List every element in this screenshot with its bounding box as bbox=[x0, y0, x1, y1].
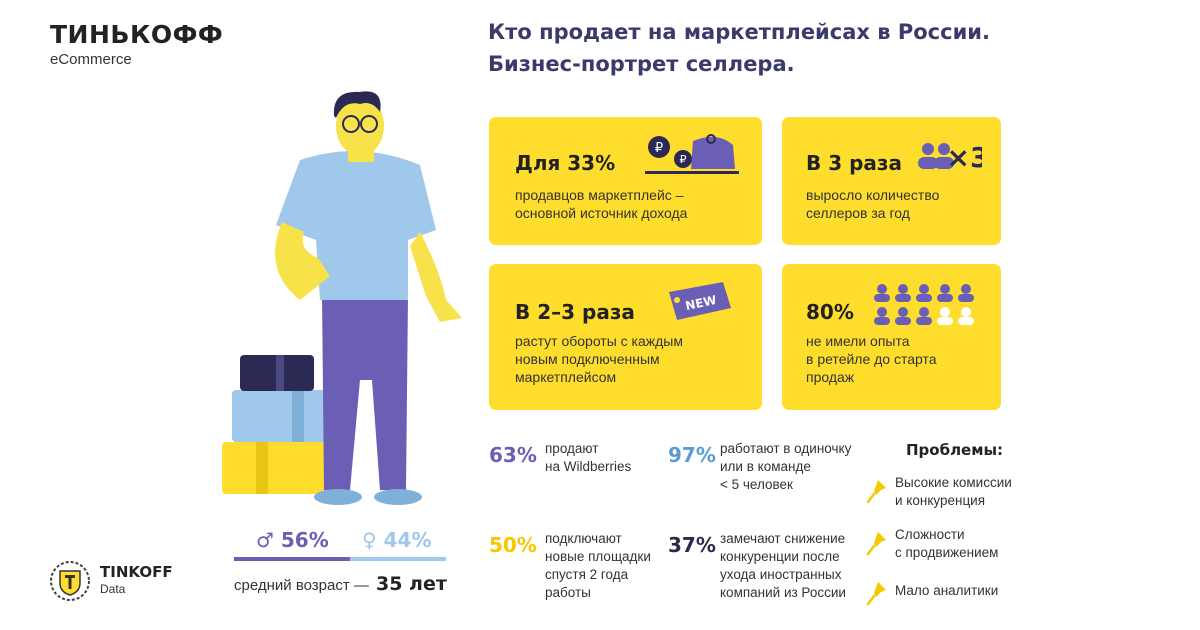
card-no-retail-experience: 80% не имели опыта в ретейле до старта п… bbox=[782, 264, 1001, 410]
card-text: растут обороты с каждым новым подключенн… bbox=[515, 333, 683, 385]
seller-illustration bbox=[222, 91, 462, 505]
brand-name: ТИНЬКОФФ bbox=[50, 20, 224, 49]
card-income-source: Для 33% продавцов маркетплейс – основной… bbox=[489, 117, 762, 245]
card-text: не имели опыта в ретейле до старта прода… bbox=[806, 333, 937, 385]
stat-new-platforms-value: 50% bbox=[489, 533, 537, 557]
problem-item: Сложности с продвижением bbox=[895, 527, 999, 560]
people-grid-icon bbox=[874, 284, 974, 325]
title-line-2: Бизнес-портрет селлера. bbox=[488, 52, 795, 76]
new-tag-icon: NEW bbox=[669, 282, 731, 320]
page-title: Кто продает на маркетплейсах в России. Б… bbox=[488, 16, 1048, 80]
svg-text:₽: ₽ bbox=[655, 141, 663, 156]
footer-logo-name: TINKOFF bbox=[100, 563, 173, 581]
card-title: 80% bbox=[806, 300, 854, 324]
stat-new-platforms-text: подключают новые площадки спустя 2 года … bbox=[545, 531, 651, 600]
age-value: 35 лет bbox=[376, 573, 447, 595]
card-text: продавцов маркетплейс – основной источни… bbox=[515, 187, 688, 221]
title-line-1: Кто продает на маркетплейсах в России. bbox=[488, 20, 990, 44]
svg-text:₽: ₽ bbox=[680, 153, 687, 166]
card-title: В 3 раза bbox=[806, 151, 903, 175]
stat-wildberries-text: продают на Wildberries bbox=[545, 441, 632, 474]
card-sellers-growth: В 3 раза выросло количество селлеров за … bbox=[782, 117, 1001, 245]
boxes-stack-icon bbox=[222, 355, 328, 494]
svg-text:×3: ×3 bbox=[947, 141, 982, 174]
problem-item: Высокие комиссии и конкуренция bbox=[895, 475, 1012, 508]
brand-logo: ТИНЬКОФФ eCommerce bbox=[50, 20, 223, 68]
tinkoff-shield-icon bbox=[50, 561, 90, 601]
card-title: Для 33% bbox=[515, 151, 616, 175]
footer-logo-sub: Data bbox=[100, 582, 126, 596]
wallet-coins-icon: ₽ ₽ bbox=[645, 134, 739, 174]
pushpin-icon bbox=[866, 532, 886, 556]
people-times-three-icon: ×3 bbox=[918, 141, 982, 174]
gender-female: ♀ 44% bbox=[362, 528, 432, 552]
stat-solo-value: 97% bbox=[668, 443, 716, 467]
pushpin-icon bbox=[866, 480, 886, 504]
gender-male: ♂ 56% bbox=[256, 528, 329, 552]
card-text: выросло количество селлеров за год bbox=[806, 187, 940, 221]
stat-competition-value: 37% bbox=[668, 533, 716, 557]
stat-wildberries-value: 63% bbox=[489, 443, 537, 467]
age-label: средний возраст — bbox=[234, 577, 369, 594]
problems-title: Проблемы: bbox=[906, 441, 1004, 459]
stat-solo-text: работают в одиночку или в команде < 5 че… bbox=[720, 441, 852, 492]
brand-sub: eCommerce bbox=[50, 51, 132, 68]
card-title: В 2–3 раза bbox=[515, 300, 635, 324]
stat-competition-text: замечают снижение конкуренции после уход… bbox=[720, 531, 846, 600]
pushpin-icon bbox=[866, 582, 886, 606]
card-turnover-growth: В 2–3 раза растут обороты с каждым новым… bbox=[489, 264, 762, 410]
gender-male-bar bbox=[234, 557, 350, 561]
problem-item: Мало аналитики bbox=[895, 583, 999, 598]
svg-text:NEW: NEW bbox=[684, 293, 718, 313]
gender-female-bar bbox=[350, 557, 446, 561]
